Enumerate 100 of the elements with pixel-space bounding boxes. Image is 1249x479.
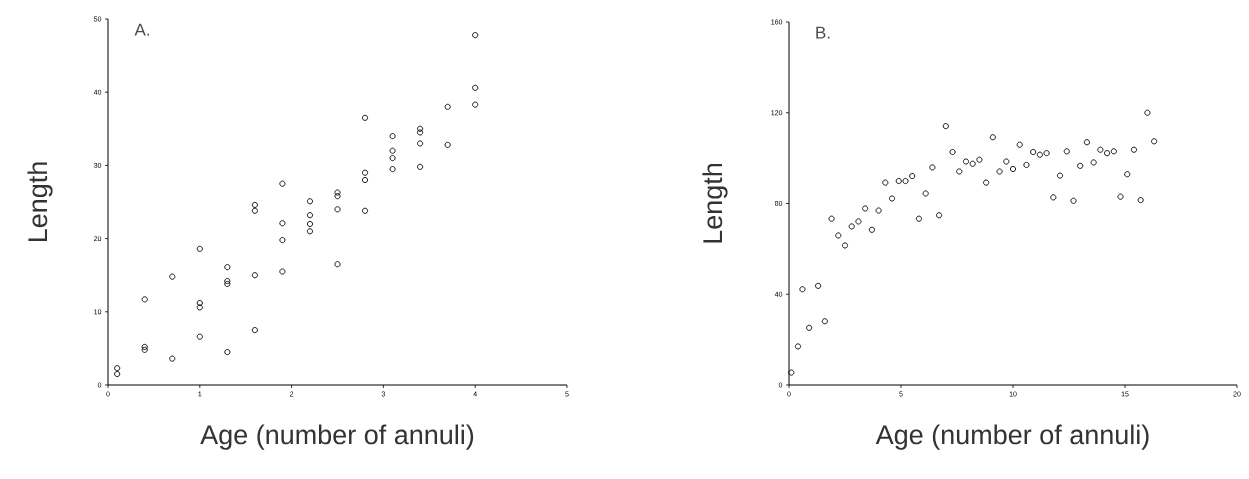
point [224, 264, 231, 271]
point [279, 180, 286, 187]
chart-title: B. [816, 26, 830, 39]
point [196, 304, 203, 311]
point [815, 282, 822, 289]
point [306, 212, 314, 219]
point [114, 365, 121, 372]
point [1016, 141, 1023, 148]
point [1023, 161, 1030, 168]
point [444, 141, 451, 148]
point [444, 103, 451, 110]
point [196, 333, 203, 340]
point [362, 169, 369, 176]
chart-title: A. [134, 23, 149, 36]
point [915, 215, 922, 222]
point [1030, 148, 1037, 156]
point [141, 343, 148, 350]
point [472, 32, 479, 39]
point [417, 163, 424, 170]
point [794, 343, 802, 350]
point [169, 273, 176, 280]
point [417, 125, 424, 132]
point [389, 166, 396, 173]
point [251, 207, 258, 214]
point [1097, 146, 1104, 153]
point [936, 212, 943, 219]
point [389, 133, 396, 140]
point [1009, 165, 1017, 173]
point [1083, 139, 1090, 146]
point [196, 245, 203, 252]
point [976, 156, 983, 163]
point [334, 193, 341, 200]
point [1090, 159, 1097, 166]
point [279, 268, 286, 275]
point [306, 228, 314, 235]
point [251, 327, 258, 334]
point [1077, 162, 1084, 169]
point [1036, 151, 1043, 158]
point [1043, 150, 1050, 157]
point [472, 101, 479, 108]
point [306, 198, 314, 205]
point [855, 218, 862, 225]
point [1063, 148, 1070, 155]
point [362, 114, 369, 121]
point [902, 177, 909, 185]
point [989, 134, 996, 141]
point [788, 369, 795, 376]
point [1124, 171, 1131, 178]
point [848, 223, 855, 230]
point [1003, 158, 1010, 165]
point [828, 215, 835, 222]
point [929, 164, 936, 171]
point [334, 206, 341, 213]
point [942, 123, 949, 130]
y-axis-title: Length [702, 163, 728, 243]
point [1117, 193, 1124, 200]
point [1057, 172, 1064, 179]
point [799, 286, 806, 293]
point [1050, 194, 1057, 201]
point [362, 176, 369, 184]
point [895, 177, 902, 185]
point [362, 207, 369, 214]
point [962, 158, 970, 165]
point [862, 205, 869, 212]
point [882, 179, 889, 186]
point [969, 160, 976, 167]
point [1130, 146, 1138, 153]
point [334, 261, 341, 268]
y-axis-title: Length [27, 162, 53, 242]
point [417, 140, 424, 147]
point [224, 280, 231, 288]
point [224, 278, 231, 285]
point [1137, 197, 1144, 204]
point [949, 148, 956, 156]
x-axis-title: Age (number of annuli) [200, 424, 474, 450]
point [922, 190, 929, 197]
point [909, 173, 916, 180]
point [868, 226, 875, 233]
point [306, 220, 314, 228]
point [141, 346, 148, 353]
point [196, 299, 203, 307]
point [279, 220, 286, 227]
point [1110, 148, 1117, 155]
point [389, 147, 396, 154]
point [1104, 150, 1111, 157]
point [956, 168, 963, 175]
point [169, 355, 176, 362]
point [996, 168, 1003, 175]
point [334, 189, 341, 196]
point [889, 195, 896, 202]
point [472, 84, 479, 91]
point [279, 237, 286, 244]
point [806, 324, 813, 331]
point [224, 349, 231, 356]
point [1144, 109, 1151, 116]
point [1151, 138, 1158, 145]
point [841, 242, 849, 249]
point [389, 155, 396, 162]
point [141, 296, 148, 303]
point [1070, 197, 1077, 204]
